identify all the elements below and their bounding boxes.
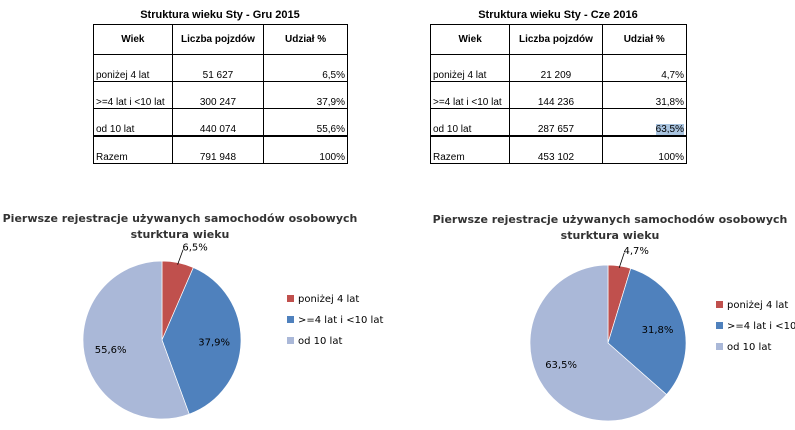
title-line: sturktura wieku	[560, 229, 660, 242]
column-header: Wiek	[429, 24, 511, 55]
table-cell: 791 948	[171, 135, 265, 164]
cell-text: poniżej 4 lat	[96, 70, 150, 81]
data-label: 55,6%	[95, 345, 127, 356]
column-header: Wiek	[93, 24, 173, 55]
cell-text: od 10 lat	[433, 124, 472, 135]
data-label: 37,9%	[198, 337, 230, 348]
chart-title-2015: Pierwsze rejestracje używanych samochodó…	[0, 211, 360, 243]
leader-line	[618, 252, 625, 268]
pie-slice	[82, 260, 190, 420]
table-row: poniżej 4 lat 21 209 4,7%	[429, 54, 688, 82]
table-row: >=4 lat i <10 lat 144 236 31,8%	[429, 81, 688, 109]
cell-text: 791 948	[199, 152, 237, 163]
table-row: od 10 lat 287 657 63,5%	[429, 108, 688, 137]
legend-swatch	[287, 337, 294, 344]
legend-label: od 10 lat	[727, 342, 771, 353]
table-cell: 300 247	[171, 81, 265, 109]
cell-text: 63,5%	[655, 124, 684, 135]
table-cell: Razem	[93, 135, 173, 164]
cell-text: 37,9%	[316, 97, 345, 108]
cell-text: 144 236	[537, 97, 575, 108]
data-label: 6,5%	[182, 243, 207, 254]
cell-text: 287 657	[537, 124, 575, 135]
table-cell: 6,5%	[263, 54, 348, 82]
chart-title-2016: Pierwsze rejestracje używanych samochodó…	[430, 212, 790, 244]
cell-text: Razem	[96, 152, 128, 163]
table-title-2016: Struktura wieku Sty - Cze 2016	[478, 9, 638, 21]
cell-text: 6,5%	[322, 70, 345, 81]
cell-text: 4,7%	[661, 70, 684, 81]
table-cell: 440 074	[171, 108, 265, 137]
title-line: sturktura wieku	[130, 228, 230, 241]
table-cell: 453 102	[509, 135, 603, 164]
legend-swatch	[716, 343, 723, 350]
table-cell: >=4 lat i <10 lat	[93, 81, 173, 109]
cell-text: 100%	[658, 152, 684, 163]
legend-label: od 10 lat	[298, 336, 342, 347]
age-table-2016: Wiek Liczba pojzdów Udział % poniżej 4 lat 2…	[429, 24, 688, 164]
cell-text: Razem	[433, 152, 465, 163]
table-row: od 10 lat 440 074 55,6%	[93, 108, 348, 137]
data-label: 4,7%	[624, 246, 649, 257]
legend-swatch	[716, 322, 723, 329]
table-cell: 63,5%	[601, 108, 688, 137]
table-cell: 100%	[263, 135, 348, 164]
cell-text: 300 247	[199, 97, 237, 108]
data-label: 63,5%	[545, 360, 577, 371]
legend-swatch	[287, 316, 294, 323]
pie-slice	[529, 264, 668, 422]
pie-slice	[161, 267, 242, 415]
table-cell: 37,9%	[263, 81, 348, 109]
cell-text: 51 627	[202, 70, 234, 81]
legend-label: >=4 lat i <10 lat	[298, 315, 383, 326]
table-row: Razem 453 102 100%	[429, 135, 688, 164]
leader-line	[177, 249, 184, 265]
cell-text: 31,8%	[655, 97, 684, 108]
title-line: Pierwsze rejestracje używanych samochodó…	[432, 213, 788, 226]
table-cell: 31,8%	[601, 81, 688, 109]
cell-text: poniżej 4 lat	[433, 70, 487, 81]
column-header: Liczba pojzdów	[171, 24, 265, 55]
cell-text: >=4 lat i <10 lat	[96, 97, 165, 108]
table-cell: 55,6%	[263, 108, 348, 137]
legend-swatch	[287, 295, 294, 302]
table-row: Razem 791 948 100%	[93, 135, 348, 164]
cell-text: >=4 lat i <10 lat	[433, 97, 502, 108]
table-cell: 144 236	[509, 81, 603, 109]
cell-text: od 10 lat	[96, 124, 135, 135]
cell-text: 453 102	[537, 152, 575, 163]
cell-text: 100%	[319, 152, 345, 163]
table-row: >=4 lat i <10 lat 300 247 37,9%	[93, 81, 348, 109]
table-cell: 287 657	[509, 108, 603, 137]
table-cell: 100%	[601, 135, 688, 164]
table-cell: Razem	[429, 135, 511, 164]
pie-slice	[607, 267, 687, 396]
column-header: Liczba pojzdów	[509, 24, 603, 55]
table-cell: 21 209	[509, 54, 603, 82]
legend-label: poniżej 4 lat	[298, 294, 359, 305]
cell-text: 21 209	[540, 70, 572, 81]
table-cell: >=4 lat i <10 lat	[429, 81, 511, 109]
legend-label: >=4 lat i <10 lat	[727, 321, 795, 332]
cell-text: 440 074	[199, 124, 237, 135]
cell-text: 55,6%	[316, 124, 345, 135]
table-cell: od 10 lat	[429, 108, 511, 137]
legend-swatch	[716, 301, 723, 308]
data-label: 31,8%	[642, 325, 674, 336]
title-line: Pierwsze rejestracje używanych samochodó…	[2, 212, 358, 225]
age-table-2015: Wiek Liczba pojzdów Udział % poniżej 4 lat 5…	[93, 24, 348, 164]
table-title-2015: Struktura wieku Sty - Gru 2015	[140, 9, 300, 21]
legend-label: poniżej 4 lat	[727, 300, 788, 311]
